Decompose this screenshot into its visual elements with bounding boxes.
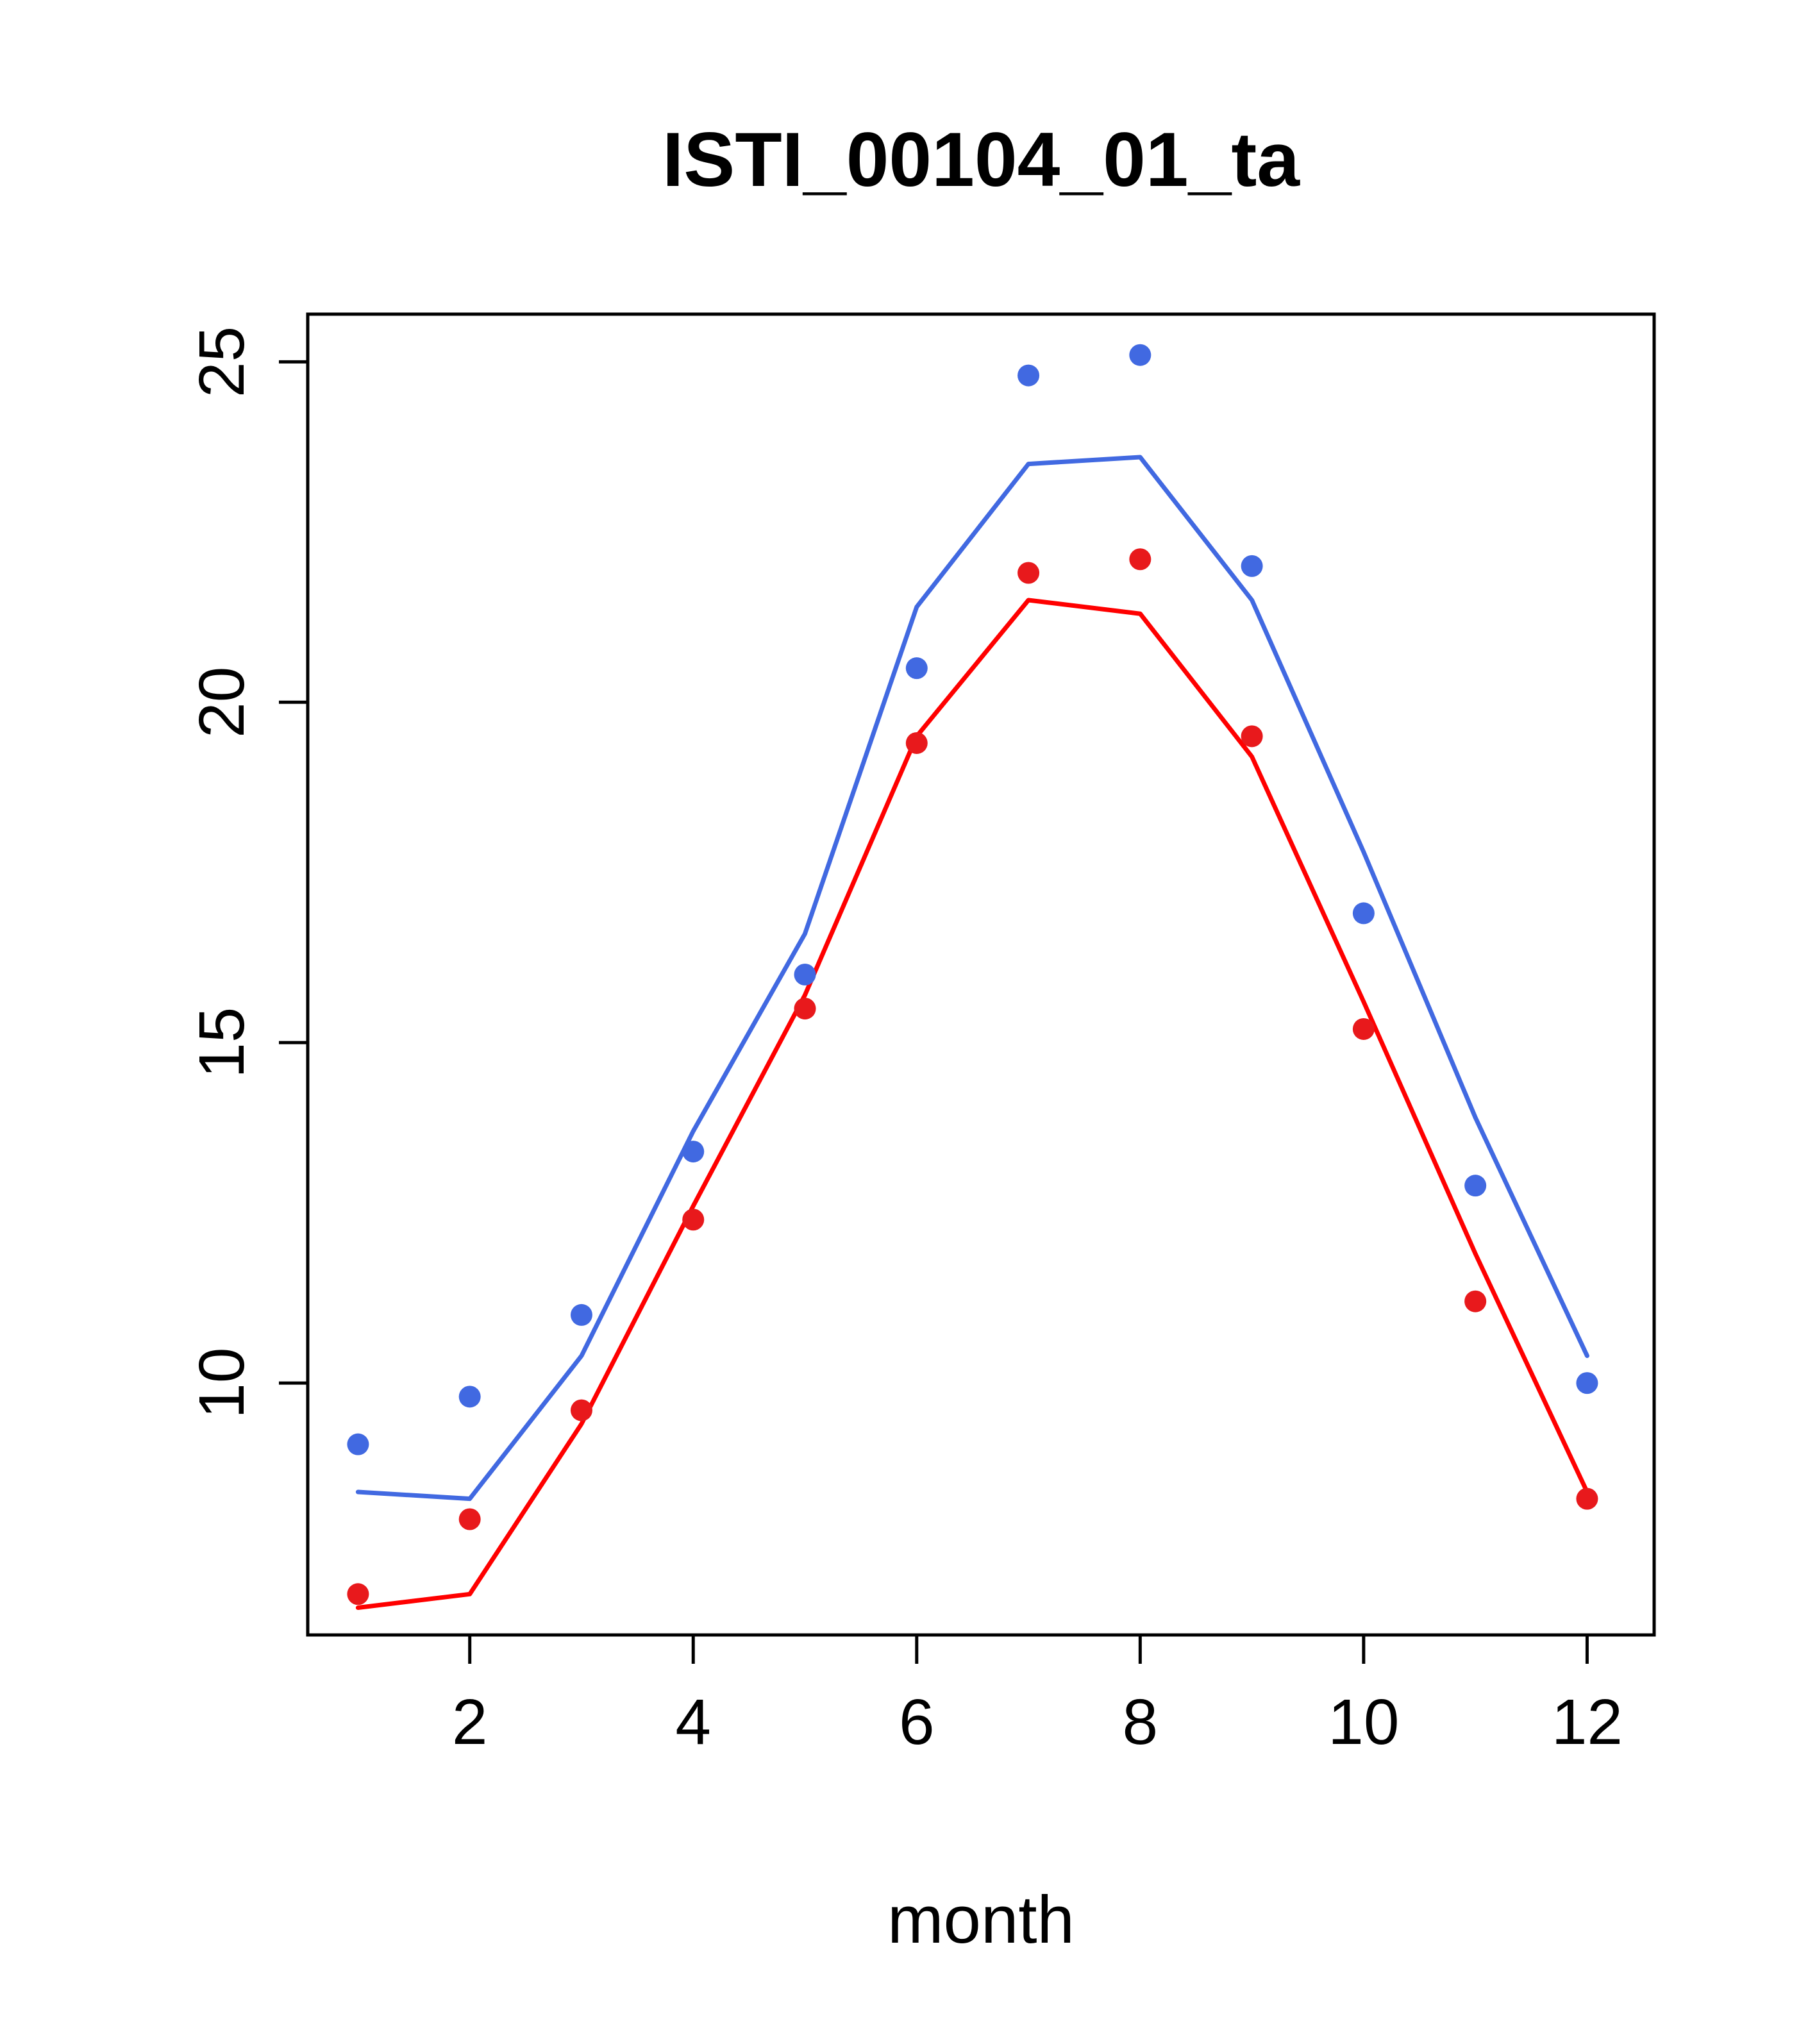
data-point-red-points [1017,562,1040,584]
data-point-blue-points [1464,1175,1487,1197]
x-axis-ticks: 2 4 6 8 10 12 [452,1635,1623,1758]
data-point-blue-points [1017,364,1040,387]
data-point-blue-points [1352,902,1375,925]
data-point-red-points [1352,1018,1375,1040]
data-point-blue-points [1129,344,1151,366]
y-tick-label: 10 [186,1347,258,1418]
series-line-blue-line [355,455,1589,1502]
x-tick-label: 4 [675,1686,711,1758]
x-tick-label: 2 [452,1686,488,1758]
y-tick-label: 25 [186,326,258,398]
data-point-red-points [458,1508,481,1530]
data-point-red-points [1464,1290,1487,1312]
x-tick-label: 8 [1123,1686,1159,1758]
plot-border [306,312,1656,1637]
data-point-blue-points [905,657,928,680]
data-point-red-points [1576,1487,1598,1510]
x-tick-label: 6 [899,1686,935,1758]
data-point-red-points [682,1209,705,1231]
series-line-red-line [355,598,1589,1611]
data-point-blue-points [458,1386,481,1408]
data-point-red-points [905,732,928,754]
data-point-red-points [794,998,816,1020]
data-point-red-points [1241,725,1263,748]
x-axis-label: month [887,1882,1075,1957]
x-tick-label: 10 [1328,1686,1399,1758]
data-point-blue-points [682,1141,705,1163]
data-point-red-points [1129,548,1151,571]
x-tick-label: 12 [1552,1686,1623,1758]
y-axis-ticks: 10 15 20 25 [186,326,308,1419]
data-point-red-points [347,1583,369,1605]
chart-title: ISTI_00104_01_ta [662,117,1300,203]
data-point-blue-points [347,1433,369,1455]
data-point-blue-points [570,1303,592,1326]
data-point-red-points [570,1399,592,1421]
data-point-blue-points [1241,555,1263,577]
data-point-blue-points [794,964,816,985]
data-series [347,344,1598,1611]
y-tick-label: 20 [186,667,258,738]
y-tick-label: 15 [186,1007,258,1078]
data-point-blue-points [1576,1372,1598,1395]
